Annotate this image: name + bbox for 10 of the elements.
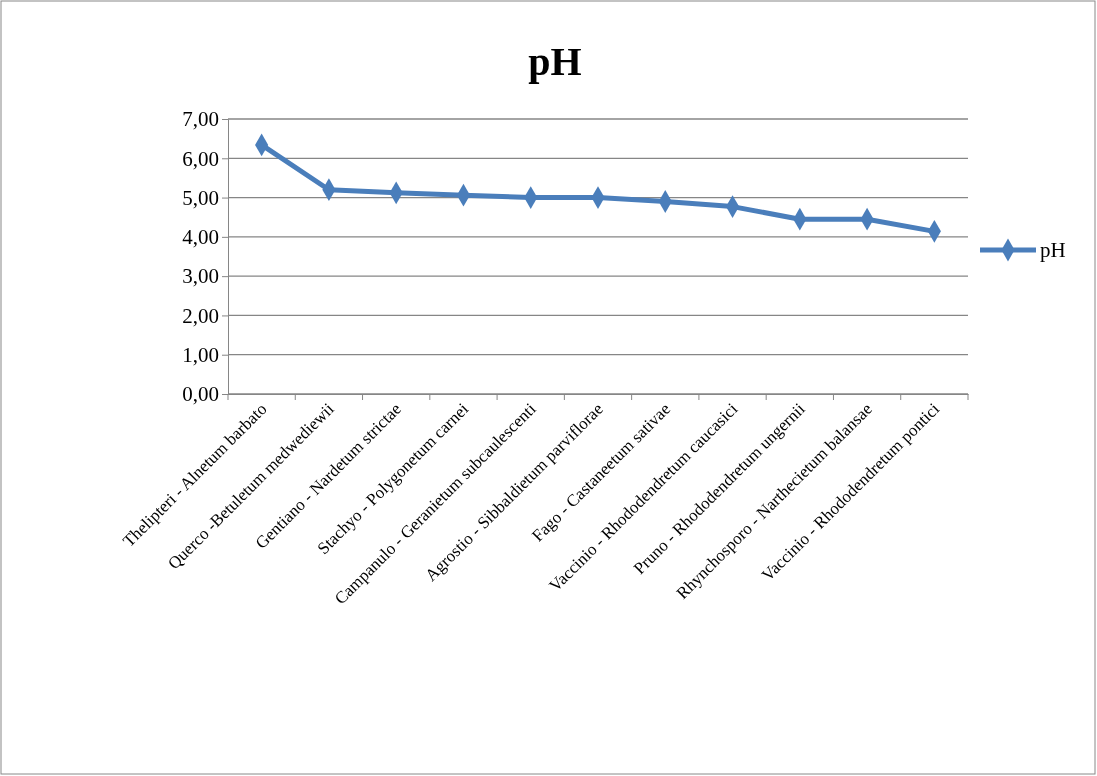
y-tick-label: 1,00 xyxy=(182,342,219,367)
y-tick-label: 0,00 xyxy=(182,382,219,407)
y-tick-label: 7,00 xyxy=(182,107,219,132)
y-tick-label: 2,00 xyxy=(182,303,219,328)
y-tick-label: 5,00 xyxy=(182,185,219,210)
y-tick-label: 3,00 xyxy=(182,264,219,289)
chart-title: pH xyxy=(528,39,582,84)
legend-label: pH xyxy=(1040,238,1066,262)
y-tick-label: 4,00 xyxy=(182,225,219,250)
y-tick-label: 6,00 xyxy=(182,146,219,171)
